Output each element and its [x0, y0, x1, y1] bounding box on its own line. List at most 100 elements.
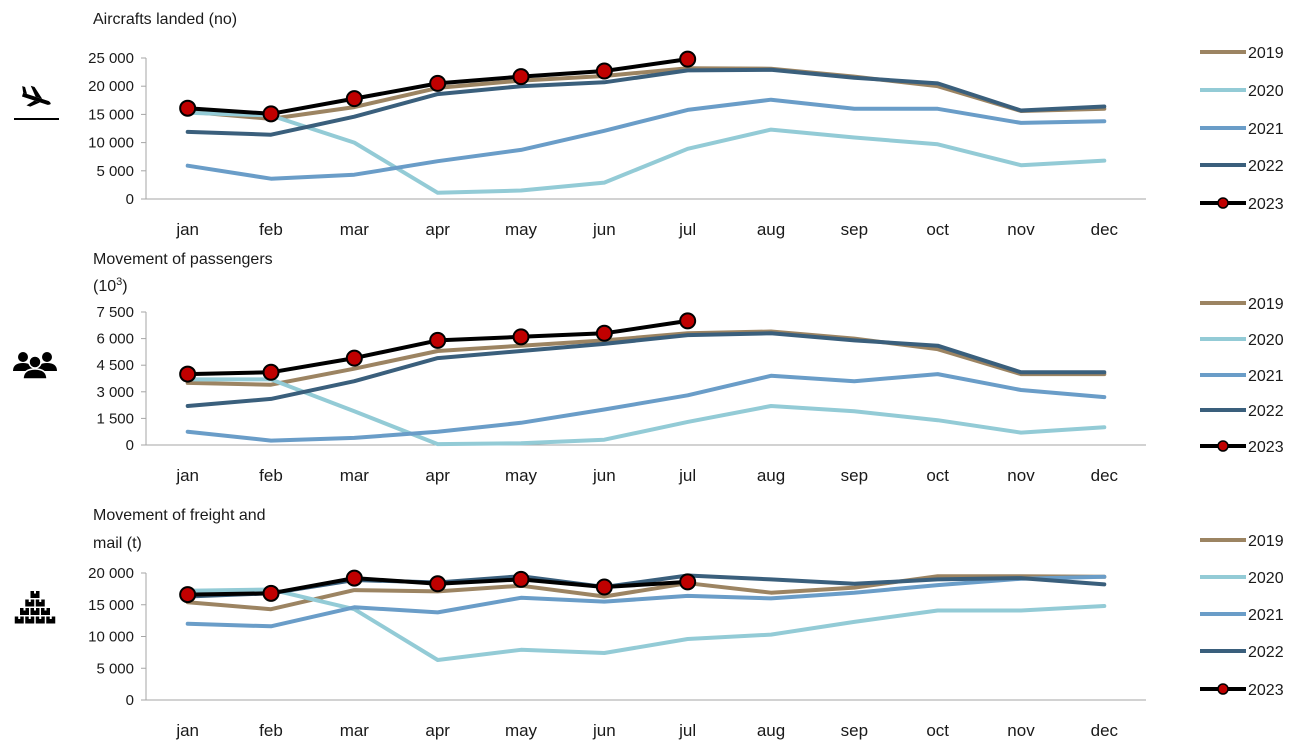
- freight-box: [14, 616, 24, 624]
- data-point-2023: [262, 363, 280, 381]
- x-tick-label: jul: [678, 466, 696, 485]
- x-tick-label: jun: [592, 220, 616, 239]
- legend-label-2023: 2023: [1248, 439, 1284, 456]
- chart-title-line: Aircrafts landed (no): [93, 11, 237, 28]
- person-body: [22, 368, 48, 380]
- data-point-2023: [179, 99, 197, 117]
- series-line-2020: [185, 587, 1107, 662]
- x-tick-label: nov: [1007, 721, 1035, 740]
- x-tick-label: oct: [926, 721, 949, 740]
- series-line-2022: [185, 331, 1107, 408]
- person-head: [28, 355, 42, 369]
- data-point-2023: [595, 324, 613, 342]
- box-tape: [23, 608, 26, 611]
- data-point-2023: [179, 365, 197, 383]
- freight-box: [35, 616, 45, 624]
- freight-box: [30, 591, 40, 598]
- x-tick-label: mar: [340, 466, 370, 485]
- data-point-2023: [429, 74, 447, 92]
- legend-label-2023: 2023: [1248, 196, 1284, 213]
- freight-box: [30, 608, 40, 615]
- x-tick-label: mar: [340, 220, 370, 239]
- person-head: [42, 352, 52, 362]
- series-line-2021: [185, 372, 1107, 443]
- freight-box: [25, 599, 35, 607]
- box-tape: [44, 608, 47, 611]
- x-tick-label: oct: [926, 220, 949, 239]
- x-tick-label: apr: [425, 466, 450, 485]
- y-tick-label: 6 000: [96, 331, 134, 348]
- x-tick-label: nov: [1007, 220, 1035, 239]
- chart-title-line: mail (t): [93, 535, 142, 552]
- x-tick-label: dec: [1091, 721, 1119, 740]
- y-tick-label: 1 500: [96, 410, 134, 427]
- legend-label-2019: 2019: [1248, 45, 1284, 62]
- x-tick-label: oct: [926, 466, 949, 485]
- chart-title-line: Movement of freight and: [93, 507, 266, 524]
- x-tick-label: jan: [175, 721, 199, 740]
- series-line-2021: [185, 97, 1107, 181]
- chart-title-line: (103): [93, 276, 128, 295]
- legend-marker-2023: [1217, 683, 1229, 695]
- series-line-2021: [185, 574, 1107, 629]
- legend-label-2022: 2022: [1248, 158, 1284, 175]
- freight-box: [20, 608, 29, 615]
- y-tick-label: 4 500: [96, 357, 134, 374]
- data-point-2023: [679, 573, 697, 591]
- freight-box: [25, 616, 35, 624]
- y-tick-label: 10 000: [88, 629, 134, 646]
- airplane-wing-bottom: [26, 100, 41, 107]
- freight-box: [41, 608, 50, 615]
- x-tick-label: apr: [425, 220, 450, 239]
- chart-panel-1: Aircrafts landed (no) 0 5 000 10 000 15 000 2…: [14, 11, 1284, 239]
- series-line-2019: [185, 329, 1107, 387]
- y-tick-label: 0: [126, 692, 134, 709]
- x-tick-label: sep: [841, 466, 868, 485]
- person-body: [37, 363, 57, 371]
- person-head: [18, 352, 28, 362]
- data-point-2023: [595, 578, 613, 596]
- data-point-2023: [262, 584, 280, 602]
- x-tick-label: nov: [1007, 466, 1035, 485]
- x-tick-label: jul: [678, 721, 696, 740]
- freight-box: [35, 599, 45, 607]
- x-tick-label: feb: [259, 220, 283, 239]
- x-tick-label: may: [505, 466, 538, 485]
- series-line-2019: [185, 66, 1107, 121]
- y-tick-label: 3 000: [96, 384, 134, 401]
- x-tick-label: sep: [841, 220, 868, 239]
- box-tape: [34, 591, 36, 594]
- airplane-shape: [21, 85, 51, 107]
- chart-panel-2: Movement of passengers (103) 0 1 500 3 000 4 …: [13, 251, 1284, 485]
- legend-marker-2023: [1217, 440, 1229, 452]
- legend-label-2019: 2019: [1248, 296, 1284, 313]
- data-point-2023: [429, 331, 447, 349]
- data-point-2023: [512, 68, 530, 86]
- data-point-2023: [262, 105, 280, 123]
- legend-label-2022: 2022: [1248, 644, 1284, 661]
- data-point-2023: [512, 570, 530, 588]
- airplane-tail: [22, 86, 28, 94]
- x-tick-label: feb: [259, 721, 283, 740]
- legend-label-2020: 2020: [1248, 332, 1284, 349]
- x-tick-label: aug: [757, 466, 785, 485]
- y-tick-label: 0: [126, 437, 134, 454]
- x-tick-label: sep: [841, 721, 868, 740]
- box-tape: [34, 608, 36, 611]
- airplane-body: [21, 92, 51, 105]
- x-tick-label: may: [505, 220, 538, 239]
- x-tick-label: dec: [1091, 466, 1119, 485]
- legend-label-2020: 2020: [1248, 83, 1284, 100]
- box-tape: [18, 616, 21, 619]
- x-tick-label: mar: [340, 721, 370, 740]
- box-tape: [49, 616, 52, 619]
- series-line-2020: [185, 110, 1107, 195]
- legend-label-2019: 2019: [1248, 533, 1284, 550]
- airplane-landing-icon: [14, 85, 59, 120]
- y-tick-label: 20 000: [88, 78, 134, 95]
- data-point-2023: [345, 349, 363, 367]
- x-tick-label: apr: [425, 721, 450, 740]
- x-tick-label: jul: [678, 220, 696, 239]
- data-point-2023: [595, 62, 613, 80]
